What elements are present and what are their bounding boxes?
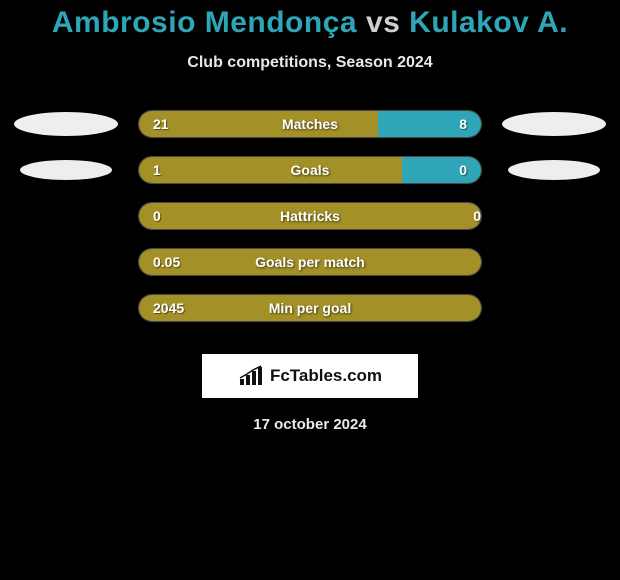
- stat-bar: 0.05Goals per match: [138, 248, 482, 276]
- stat-bar: 10Goals: [138, 156, 482, 184]
- bar-right-segment: 8: [378, 111, 481, 137]
- date-label: 17 october 2024: [253, 416, 366, 433]
- logo-text: FcTables.com: [270, 366, 382, 386]
- page-title: Ambrosio Mendonça vs Kulakov A.: [52, 6, 568, 40]
- stat-row: 0.05Goals per match: [6, 248, 614, 276]
- left-oval-slot: [6, 112, 126, 136]
- left-value: 1: [153, 162, 161, 178]
- comparison-infographic: Ambrosio Mendonça vs Kulakov A. Club com…: [0, 0, 620, 433]
- player2-badge-oval: [508, 160, 600, 180]
- subtitle: Club competitions, Season 2024: [187, 54, 432, 72]
- bar-left-segment: 2045: [139, 295, 481, 321]
- right-value: 0: [459, 162, 467, 178]
- left-value: 2045: [153, 300, 184, 316]
- chart-icon: [238, 365, 264, 387]
- player1-name: Ambrosio Mendonça: [52, 6, 357, 39]
- stat-row: 218Matches: [6, 110, 614, 138]
- left-oval-slot: [6, 160, 126, 180]
- right-value: 0: [473, 208, 481, 224]
- player1-badge-oval: [20, 160, 112, 180]
- right-oval-slot: [494, 160, 614, 180]
- player1-badge-oval: [14, 112, 118, 136]
- stat-row: 00Hattricks: [6, 202, 614, 230]
- left-value: 0.05: [153, 254, 180, 270]
- player2-badge-oval: [502, 112, 606, 136]
- stats-area: 218Matches10Goals00Hattricks0.05Goals pe…: [6, 110, 614, 340]
- stat-bar: 218Matches: [138, 110, 482, 138]
- right-oval-slot: [494, 112, 614, 136]
- stat-bar: 00Hattricks: [138, 202, 482, 230]
- left-value: 0: [153, 208, 161, 224]
- bar-left-segment: 21: [139, 111, 378, 137]
- source-logo: FcTables.com: [202, 354, 418, 398]
- stat-bar: 2045Min per goal: [138, 294, 482, 322]
- bar-left-segment: 0.05: [139, 249, 481, 275]
- left-value: 21: [153, 116, 169, 132]
- vs-separator: vs: [366, 6, 400, 39]
- bar-left-segment: 1: [139, 157, 402, 183]
- player2-name: Kulakov A.: [409, 6, 568, 39]
- bar-right-segment: 0: [402, 157, 481, 183]
- right-value: 8: [459, 116, 467, 132]
- bar-left-segment: 0: [139, 203, 481, 229]
- stat-row: 2045Min per goal: [6, 294, 614, 322]
- stat-row: 10Goals: [6, 156, 614, 184]
